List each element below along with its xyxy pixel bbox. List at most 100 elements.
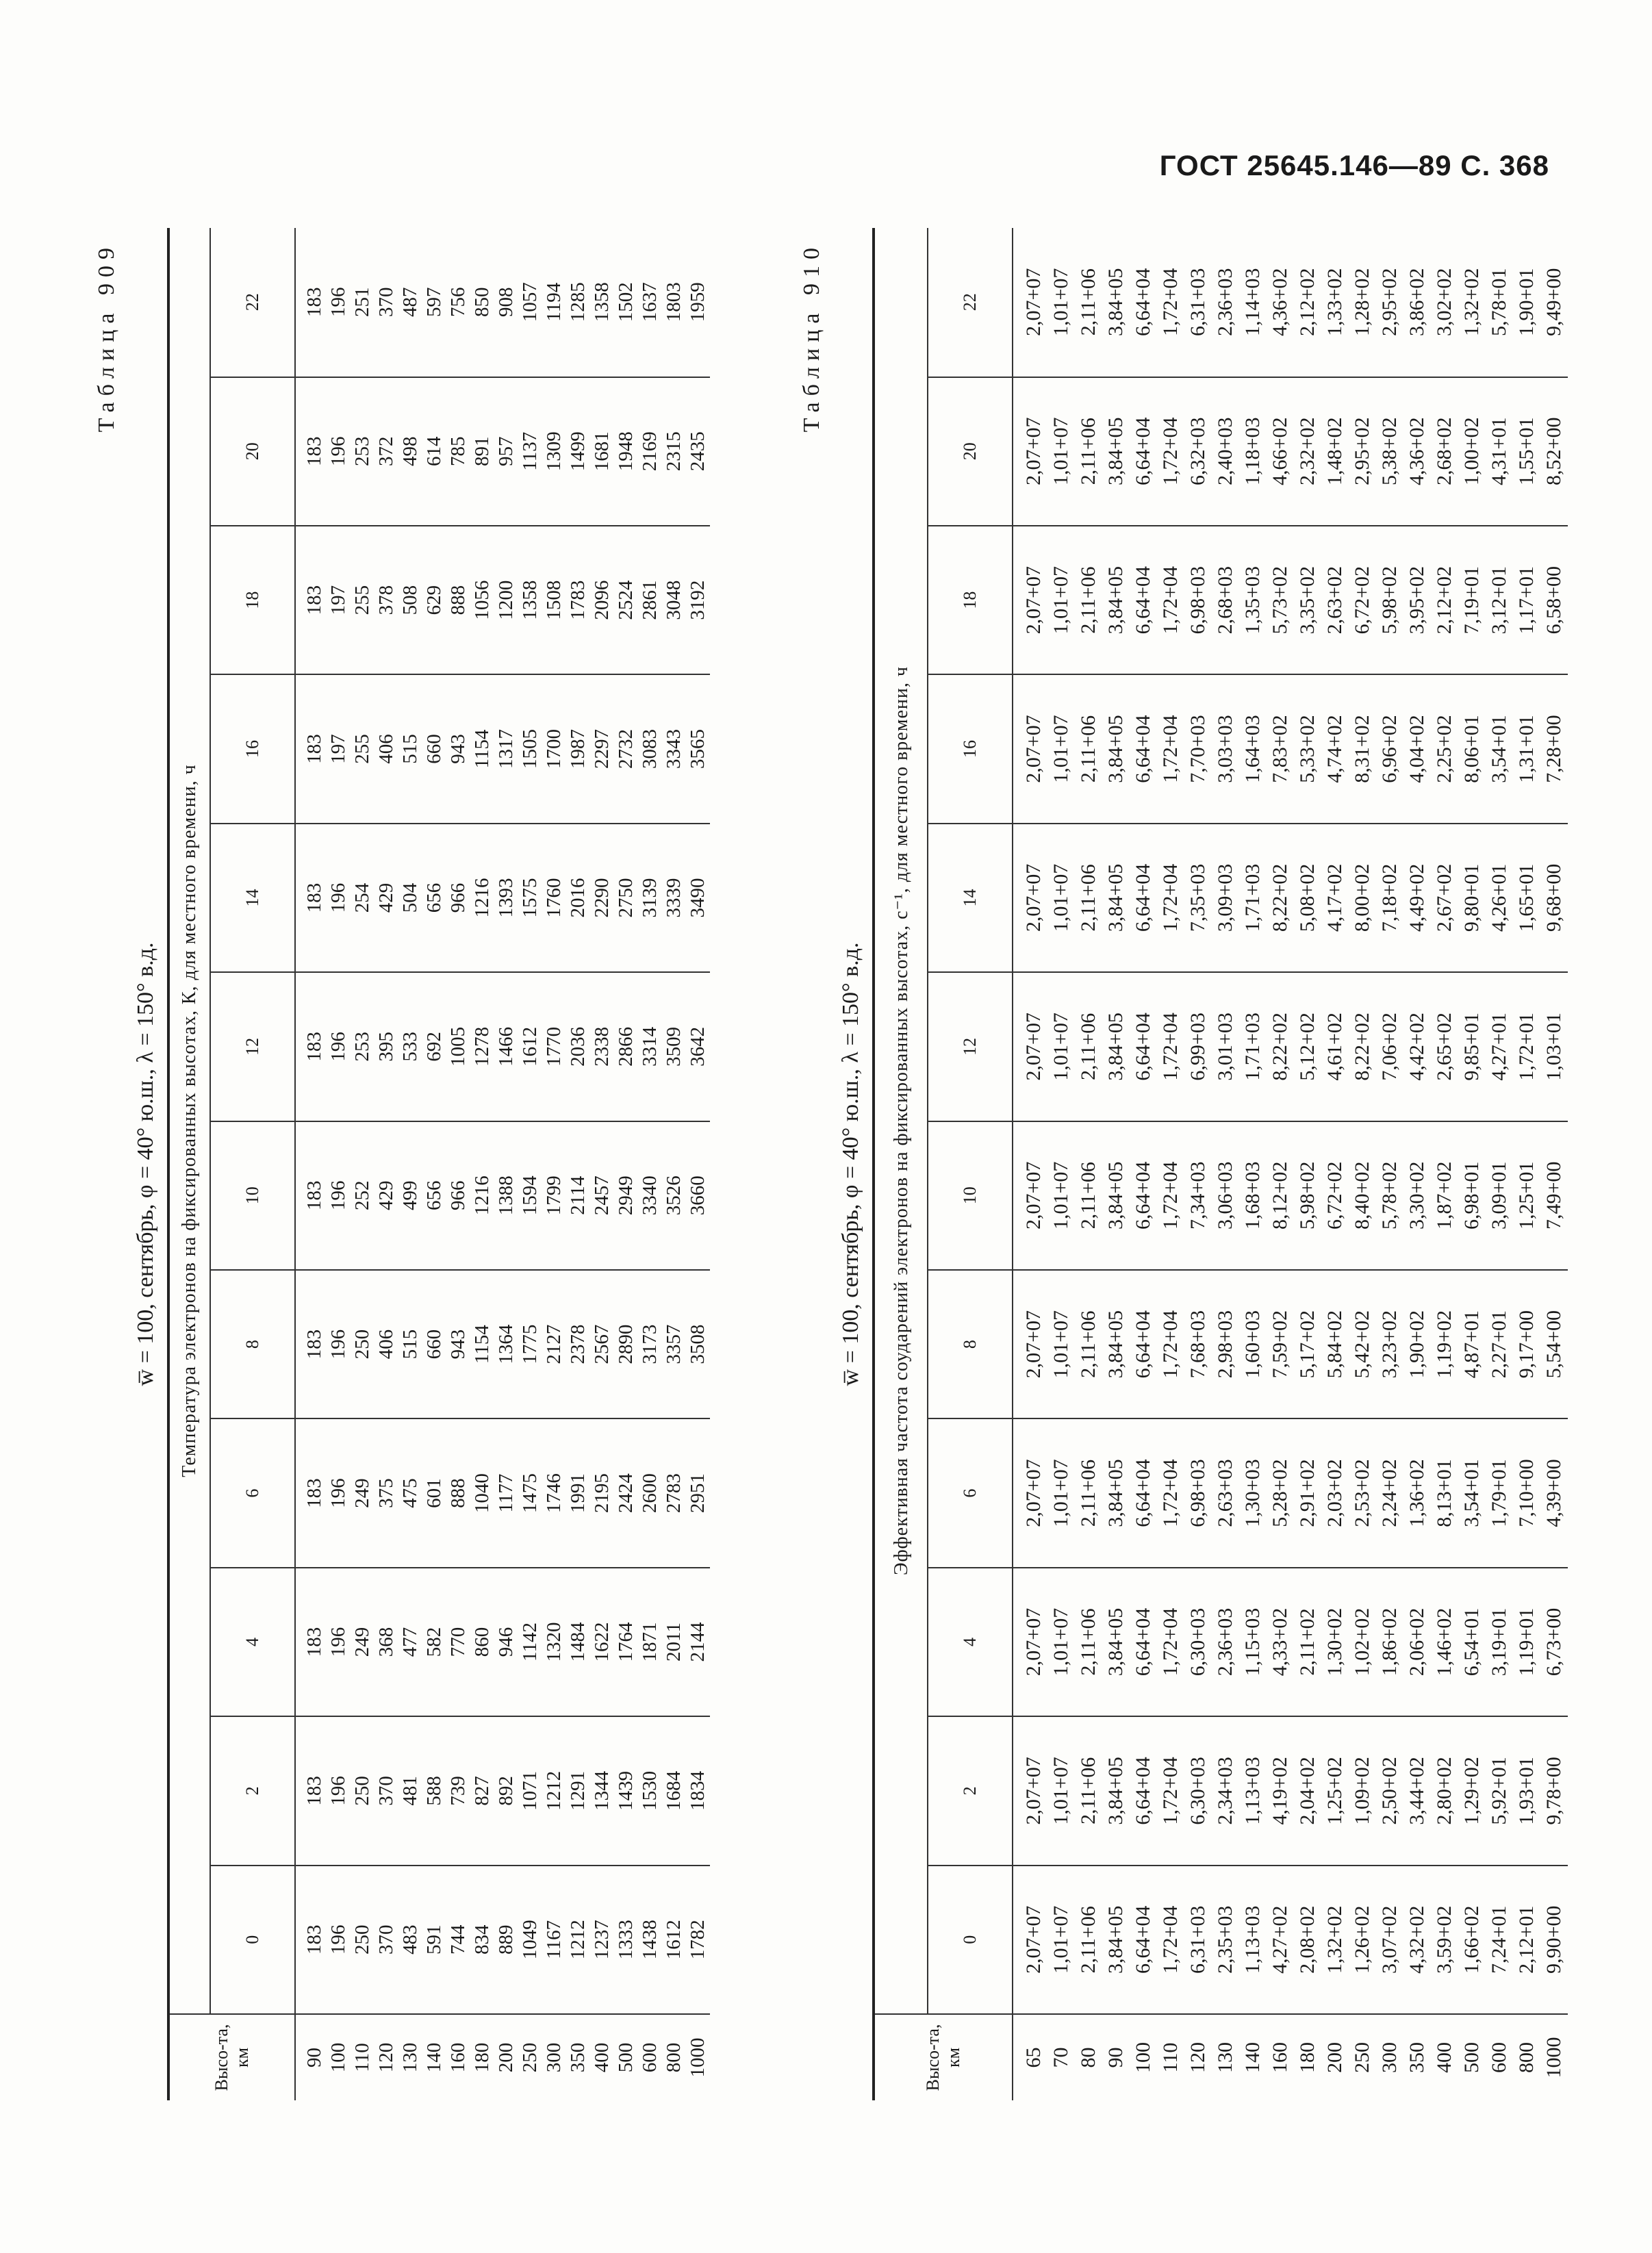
value-cell: 1466: [494, 972, 518, 1121]
height-cell: 140: [422, 2014, 446, 2100]
value-cell: 2096: [590, 525, 614, 675]
value-cell: 1,25+01: [1513, 1121, 1540, 1270]
value-cell: 1358: [518, 525, 542, 675]
value-cell: 3,09+03: [1212, 823, 1239, 973]
value-cell: 2732: [614, 674, 638, 824]
value-cell: 1,01+07: [1050, 268, 1072, 336]
value-cell: 255: [351, 525, 374, 675]
value-cell: 429: [374, 823, 398, 973]
page-header: ГОСТ 25645.146—89 С. 368: [1159, 149, 1549, 181]
value-cell: 2,11+06: [1075, 377, 1102, 526]
value-cell: 6,32+03: [1184, 377, 1212, 526]
value-cell: 1612: [518, 972, 542, 1121]
value-cell: 1,93+01: [1513, 1716, 1540, 1866]
value-cell: 1194: [543, 282, 565, 322]
value-cell: 3,84+05: [1102, 1567, 1130, 1717]
value-cell: 1,72+04: [1159, 268, 1182, 336]
value-cell: 860: [470, 1567, 494, 1717]
value-cell: 2,07+07: [1013, 1716, 1047, 1866]
value-cell: 1782: [686, 1865, 710, 2014]
value-cell: 1212: [542, 1716, 566, 1866]
value-cell: 2866: [614, 972, 638, 1121]
value-cell: 966: [446, 823, 470, 973]
value-cell: 1783: [566, 525, 590, 675]
value-cell: 614: [422, 377, 446, 526]
value-cell: 4,36+02: [1269, 268, 1291, 336]
table-label: Таблица 909: [94, 242, 119, 433]
data-row: 140 591 588 582 601 660 656 692 656 660 629 614 597: [422, 228, 446, 2100]
table-head: Высо-та, км Температура электронов на фик…: [168, 228, 295, 2100]
value-cell: 3,84+05: [1102, 1121, 1130, 1270]
value-cell: 1,13+03: [1239, 1716, 1267, 1866]
value-cell: 6,72+02: [1321, 1121, 1349, 1270]
value-cell: 1317: [494, 674, 518, 824]
value-cell: 5,33+02: [1294, 674, 1321, 824]
value-cell: 254: [351, 823, 374, 973]
value-cell: 8,52+00: [1540, 377, 1568, 526]
value-cell: 3,84+05: [1102, 1865, 1130, 2014]
value-cell: 2435: [686, 377, 710, 526]
value-cell: 1505: [518, 674, 542, 824]
value-cell: 1005: [446, 972, 470, 1121]
value-cell: 4,19+02: [1267, 1716, 1294, 1866]
height-cell: 180: [470, 2014, 494, 2100]
value-cell: 533: [398, 972, 422, 1121]
value-cell: 1,32+02: [1321, 1865, 1349, 2014]
value-cell: 3,54+01: [1486, 674, 1513, 824]
value-cell: 9,80+01: [1458, 823, 1486, 973]
value-cell: 395: [374, 972, 398, 1121]
value-cell: 3642: [686, 972, 710, 1121]
data-row: 130 483 481 477 475 515 499 533 504 515 508 498 487: [398, 228, 422, 2100]
value-cell: 1071: [518, 1716, 542, 1866]
value-cell: 6,58+00: [1540, 525, 1568, 675]
value-cell: 2036: [566, 972, 590, 1121]
value-cell: 6,99+03: [1184, 972, 1212, 1121]
value-cell: 2,11+06: [1075, 1121, 1102, 1270]
data-row: 160 4,27+02 4,19+02 4,33+02 5,28+02 7,59+02 8,…: [1267, 228, 1294, 2100]
value-cell: 1344: [590, 1716, 614, 1866]
value-cell: 1,19+01: [1513, 1567, 1540, 1717]
value-cell: 1137: [518, 377, 542, 526]
height-cell: 200: [1321, 2014, 1349, 2100]
value-cell: 1154: [470, 674, 494, 824]
value-cell: 2195: [590, 1418, 614, 1568]
value-cell: 3139: [638, 823, 662, 973]
value-cell: 508: [398, 525, 422, 675]
value-cell: 9,78+00: [1540, 1716, 1568, 1866]
value-cell: 3,07+02: [1376, 1865, 1403, 2014]
value-cell: 2,07+07: [1013, 972, 1047, 1121]
height-cell: 400: [1431, 2014, 1458, 2100]
value-cell: 2,07+07: [1013, 525, 1047, 675]
value-cell: 2,11+06: [1075, 823, 1102, 973]
value-cell: 2,27+01: [1486, 1269, 1513, 1419]
value-cell: 1803: [663, 282, 685, 322]
value-cell: 370: [374, 1865, 398, 2014]
value-cell: 6,30+03: [1184, 1716, 1212, 1866]
value-cell: 1167: [542, 1865, 566, 2014]
hour-header: 20: [928, 377, 1013, 526]
hour-header: 10: [928, 1121, 1013, 1270]
value-cell: 660: [422, 1269, 446, 1419]
value-cell: 183: [295, 377, 327, 526]
value-cell: 6,98+03: [1184, 1418, 1212, 1568]
value-cell: 1212: [566, 1865, 590, 2014]
value-cell: 7,83+02: [1267, 674, 1294, 824]
height-cell: 800: [662, 2014, 686, 2100]
value-cell: 7,10+00: [1513, 1418, 1540, 1568]
value-cell: 1622: [590, 1567, 614, 1717]
value-cell: 2750: [614, 823, 638, 973]
value-cell: 6,64+04: [1130, 525, 1157, 675]
value-cell: 943: [446, 1269, 470, 1419]
value-cell: 2290: [590, 823, 614, 973]
value-cell: 2,80+02: [1431, 1716, 1458, 1866]
value-cell: 3,84+05: [1102, 1418, 1130, 1568]
hour-header: 8: [928, 1269, 1013, 1419]
value-cell: 2890: [614, 1269, 638, 1419]
data-row: 250 1049 1071 1142 1475 1775 1594 1612 1575 1505 1…: [518, 228, 542, 2100]
data-row: 160 744 739 770 888 943 966 1005 966 943 888 785 756: [446, 228, 470, 2100]
height-cell: 350: [1403, 2014, 1431, 2100]
value-cell: 1309: [542, 377, 566, 526]
value-cell: 1142: [518, 1567, 542, 1717]
value-cell: 3,84+05: [1104, 268, 1127, 336]
table-caption: Эффективная частота соударений электроно…: [874, 228, 928, 2014]
